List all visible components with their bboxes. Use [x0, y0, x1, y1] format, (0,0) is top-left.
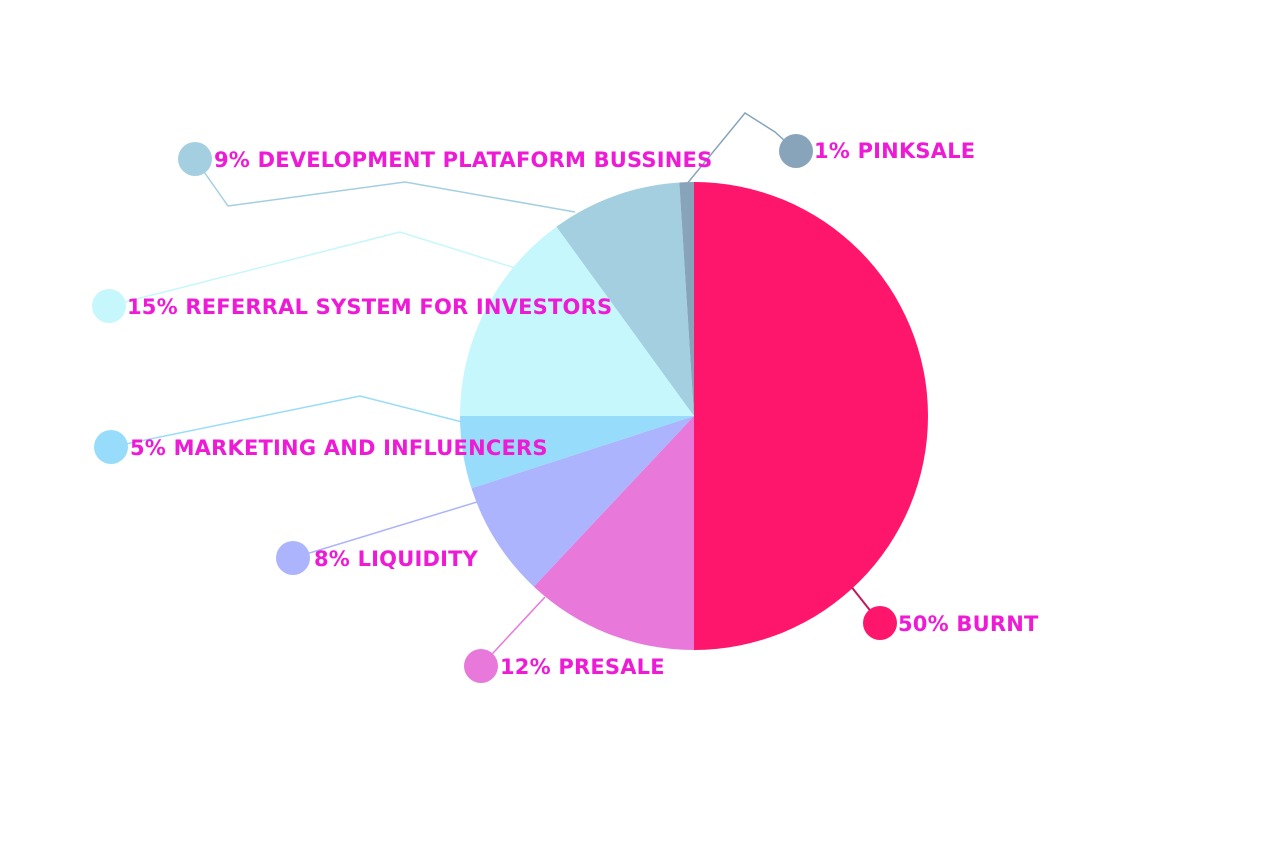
leader-lines [108, 112, 881, 667]
legend-dot-2 [464, 649, 498, 683]
legend-dot-5 [92, 289, 126, 323]
legend-dot-3 [276, 541, 310, 575]
pie-slice-1 [694, 182, 928, 650]
slice-label-4: 5% MARKETING AND INFLUENCERS [130, 436, 548, 460]
slice-label-2: 12% PRESALE [500, 655, 665, 679]
legend-dot-1 [863, 606, 897, 640]
leader-line-6 [194, 158, 576, 213]
pie-slice-5 [460, 226, 694, 416]
slice-label-7: 1% PINKSALE [814, 139, 975, 163]
pie-slices [460, 181, 928, 650]
slice-label-3: 8% LIQUIDITY [314, 547, 479, 571]
pie-slice-3 [471, 416, 694, 587]
pie-slice-2 [533, 416, 694, 650]
slice-label-6: 9% DEVELOPMENT PLATAFORM BUSSINES [214, 148, 712, 172]
legend-dot-4 [94, 430, 128, 464]
legend-dot-7 [779, 134, 813, 168]
legend-dot-6 [178, 142, 212, 176]
slice-label-5: 15% REFERRAL SYSTEM FOR INVESTORS [127, 295, 612, 319]
leader-line-5 [108, 231, 516, 307]
leader-line-4 [110, 395, 471, 448]
slice-label-1: 50% BURNT [898, 612, 1039, 636]
leader-line-3 [292, 501, 478, 559]
slice-labels: 50% BURNT 12% PRESALE 8% LIQUIDITY 5% MARKE… [92, 134, 1039, 683]
pie-slice-4 [460, 416, 694, 489]
pie-slice-6 [556, 182, 694, 416]
pie-slice-7 [679, 181, 694, 416]
